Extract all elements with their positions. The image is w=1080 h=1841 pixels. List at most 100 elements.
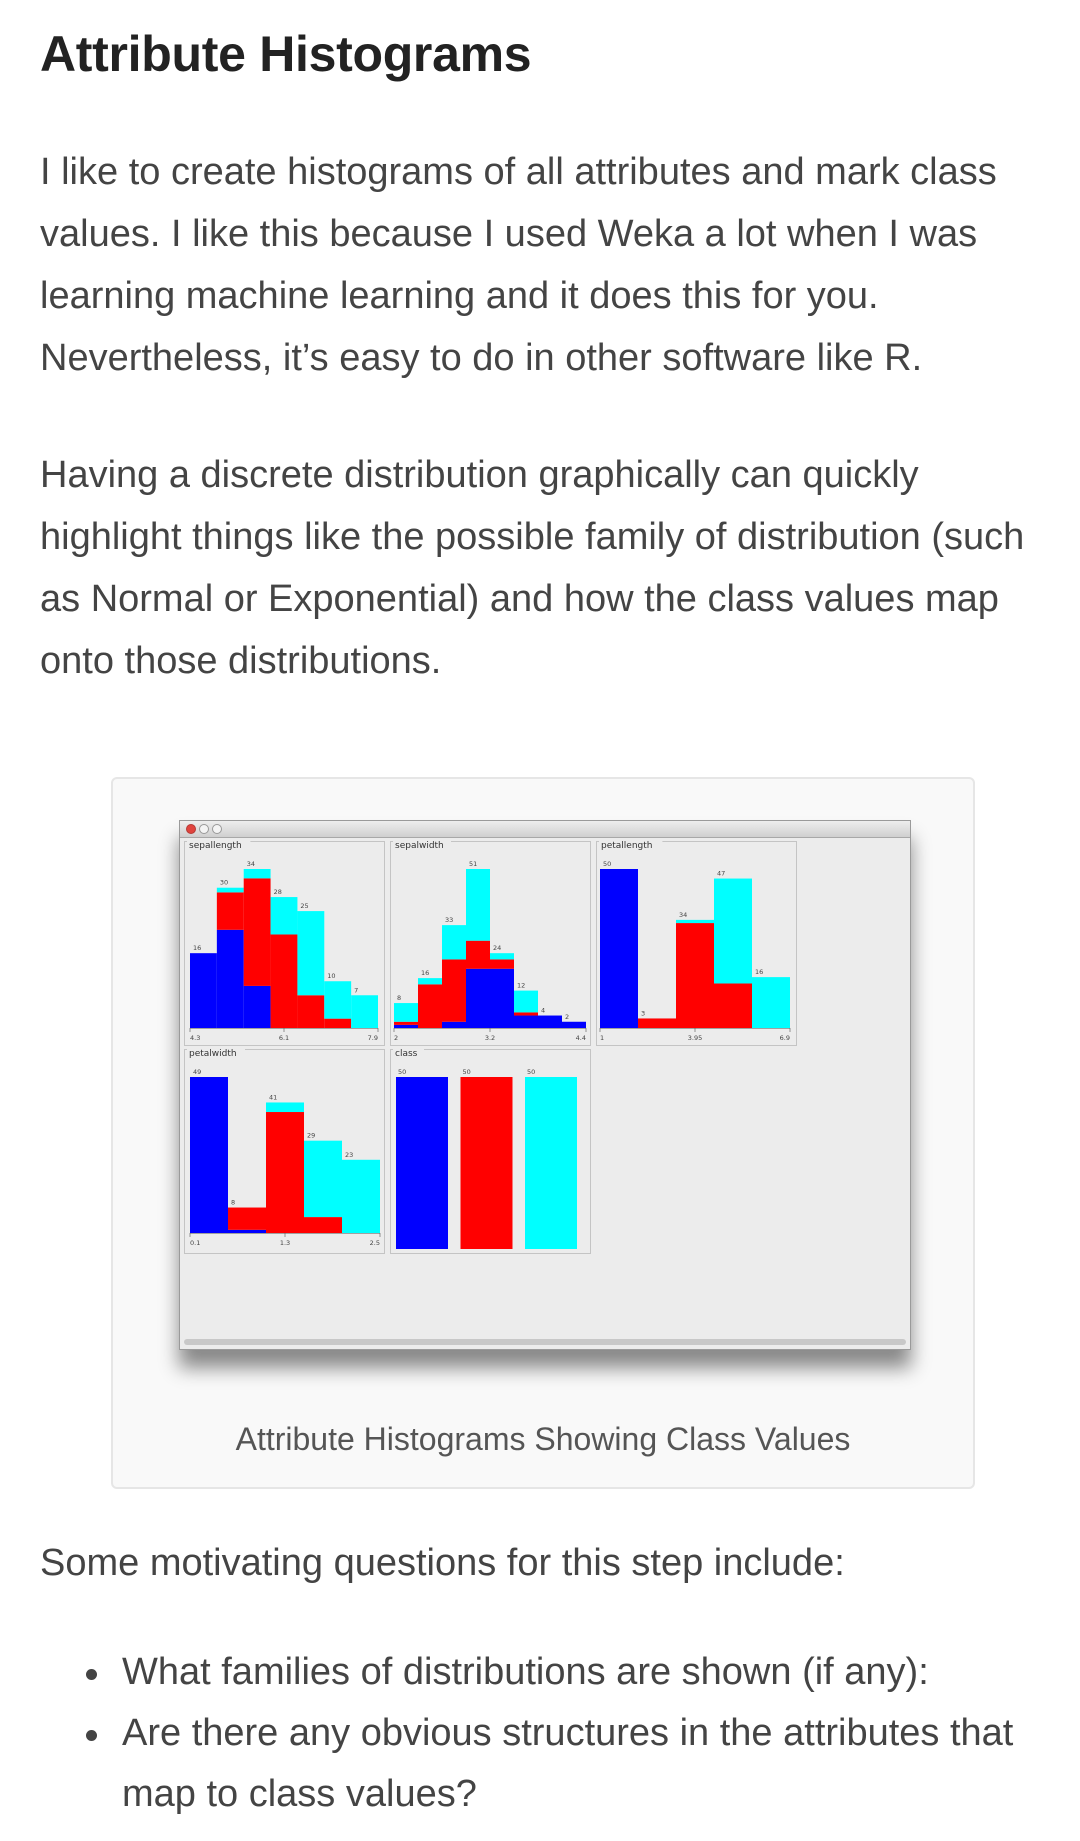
bar-segment-sepallength-2-1	[243, 878, 271, 986]
bar-segment-sepalwidth-0-1	[394, 1021, 418, 1025]
bar-segment-petallength-0-0	[600, 869, 638, 1028]
bar-count-label: 12	[517, 982, 525, 990]
bar-segment-petalwidth-0-0	[190, 1077, 228, 1233]
bar-segment-petalwidth-2-1	[266, 1112, 304, 1233]
bar-segment-sepalwidth-6-0	[538, 1015, 562, 1028]
x-tick-label: 0.1	[190, 1239, 200, 1247]
bar-segment-sepalwidth-0-2	[394, 1003, 418, 1022]
bar-count-label: 8	[231, 1199, 235, 1207]
bar-segment-sepalwidth-5-2	[514, 990, 538, 1013]
x-tick-label: 2.5	[370, 1239, 380, 1247]
panel-title: petalwidth	[189, 1049, 237, 1059]
bar-segment-sepalwidth-5-1	[514, 1012, 538, 1016]
close-window-icon[interactable]	[186, 824, 196, 834]
x-tick-label: 6.1	[279, 1034, 289, 1042]
paragraph-1: I like to create histograms of all attri…	[40, 151, 997, 379]
figure-caption: Attribute Histograms Showing Class Value…	[235, 1421, 851, 1457]
bar-segment-sepalwidth-7-0	[562, 1021, 586, 1028]
bar-count-label: 30	[220, 879, 228, 887]
zoom-window-icon[interactable]	[212, 824, 222, 834]
panel-title: petallength	[601, 841, 652, 851]
window-titlebar	[180, 821, 910, 838]
bar-segment-petallength-2-1	[676, 923, 714, 1028]
bar-segment-class-0-0	[396, 1077, 448, 1249]
title-gap	[187, 1048, 245, 1051]
bar-segment-sepalwidth-1-2	[418, 978, 442, 985]
x-tick-label: 4.3	[190, 1034, 200, 1042]
x-tick-label: 3.95	[688, 1034, 702, 1042]
bar-segment-petalwidth-3-2	[304, 1140, 342, 1218]
bar-segment-petallength-4-2	[752, 977, 790, 1028]
title-gap	[393, 840, 451, 843]
panel-title: class	[395, 1049, 418, 1059]
bar-segment-sepallength-2-0	[243, 985, 271, 1028]
bar-segment-petallength-3-1	[714, 983, 752, 1028]
bar-segment-petalwidth-4-2	[342, 1159, 380, 1233]
bar-segment-sepallength-6-2	[351, 995, 378, 1028]
x-tick-label: 6.9	[780, 1034, 790, 1042]
bar-segment-sepalwidth-2-0	[442, 1021, 466, 1028]
bar-segment-petallength-2-2	[676, 919, 714, 924]
histogram-panel-class: class 50 50 50	[390, 1048, 591, 1254]
bar-count-label: 28	[274, 888, 282, 896]
paragraph-2: Having a discrete distribution graphical…	[40, 454, 1025, 682]
bar-segment-sepalwidth-3-1	[466, 940, 490, 969]
bar-count-label: 16	[193, 944, 201, 952]
list-item: Are there any obvious structures in the …	[82, 1703, 1042, 1825]
bar-segment-sepallength-0-0	[190, 953, 217, 1028]
bar-count-label: 50	[398, 1068, 406, 1076]
bar-count-label: 7	[354, 986, 358, 994]
bar-segment-petalwidth-3-1	[304, 1217, 342, 1233]
bar-segment-sepallength-4-2	[297, 911, 325, 996]
page-title: Attribute Histograms	[40, 26, 532, 82]
bar-count-label: 33	[445, 916, 453, 924]
minimize-window-icon[interactable]	[199, 824, 209, 834]
bar-count-label: 49	[193, 1068, 201, 1076]
bar-count-label: 2	[565, 1013, 569, 1021]
article: Attribute Histograms I like to create hi…	[0, 0, 1080, 692]
bar-count-label: 29	[307, 1132, 315, 1140]
bar-segment-petalwidth-1-1	[228, 1207, 266, 1230]
bar-count-label: 50	[527, 1068, 535, 1076]
bar-segment-sepalwidth-5-0	[514, 1015, 538, 1028]
x-tick-label: 1	[600, 1034, 604, 1042]
bar-segment-sepalwidth-3-2	[466, 869, 490, 941]
bar-count-label: 10	[327, 972, 335, 980]
bar-count-label: 23	[345, 1151, 353, 1159]
horizontal-scrollbar[interactable]	[184, 1339, 906, 1345]
bar-segment-sepalwidth-4-0	[490, 968, 514, 1028]
histogram-panel-sepallength: sepallength 16 30 34 28 25 10 7 4.3 6.1 7.9	[184, 840, 385, 1046]
bar-segment-sepalwidth-1-1	[418, 984, 442, 1028]
bar-segment-sepallength-1-2	[216, 887, 244, 893]
bar-count-label: 51	[469, 860, 477, 868]
bar-count-label: 4	[541, 1007, 545, 1015]
bar-segment-petalwidth-2-2	[266, 1102, 304, 1113]
bar-segment-sepalwidth-4-2	[490, 953, 514, 960]
bar-count-label: 25	[300, 902, 308, 910]
x-tick-label: 3.2	[485, 1034, 495, 1042]
histogram-panel-petallength: petallength 50 3 34 47 16 1 3.95 6.9	[596, 840, 797, 1046]
bar-segment-sepallength-5-1	[324, 1018, 352, 1028]
bar-segment-sepallength-1-1	[216, 892, 244, 930]
bar-count-label: 8	[397, 994, 401, 1002]
title-gap	[393, 1048, 424, 1051]
questions-lead: Some motivating questions for this step …	[40, 1542, 845, 1584]
bar-count-label: 3	[641, 1009, 645, 1017]
bar-segment-class-1-1	[460, 1077, 513, 1249]
bar-segment-class-2-2	[525, 1077, 577, 1249]
bar-count-label: 16	[755, 968, 763, 976]
bar-segment-petallength-1-1	[638, 1018, 676, 1028]
bar-segment-sepallength-2-2	[243, 869, 271, 879]
bar-segment-sepallength-3-2	[270, 897, 298, 935]
weka-window: sepallength 16 30 34 28 25 10 7 4.3 6.1 7.9 sepalwi…	[179, 820, 911, 1350]
bar-segment-petallength-3-2	[714, 878, 752, 984]
title-gap	[187, 840, 251, 843]
list-item: What families of distributions are shown…	[82, 1642, 1042, 1703]
bar-segment-sepallength-4-1	[297, 995, 325, 1028]
bar-count-label: 34	[679, 911, 687, 919]
bar-segment-sepalwidth-0-0	[394, 1024, 418, 1028]
bar-count-label: 24	[493, 944, 501, 952]
bar-count-label: 50	[463, 1068, 471, 1076]
x-tick-label: 7.9	[368, 1034, 378, 1042]
bar-segment-sepalwidth-3-0	[466, 968, 490, 1028]
